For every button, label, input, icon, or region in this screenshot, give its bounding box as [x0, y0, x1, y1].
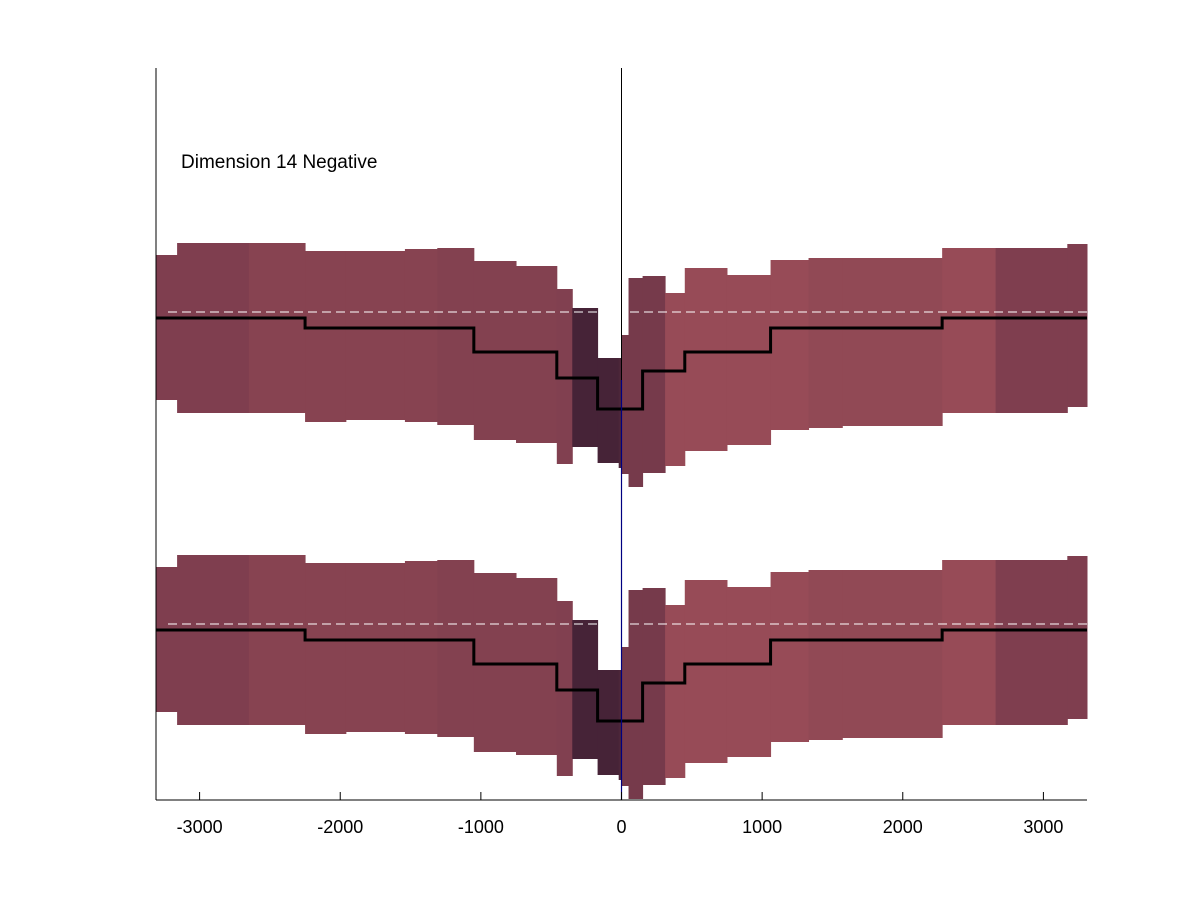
band-bin-2: [177, 243, 250, 413]
band-bin-16: [642, 276, 666, 473]
band-bin-25: [1067, 556, 1088, 719]
band-bin-13: [618, 358, 622, 468]
panel-1: [156, 243, 1088, 487]
band-bin-4: [305, 251, 347, 422]
band-bin-20: [770, 572, 810, 742]
median-step-line: [156, 316, 1087, 411]
band-bin-3: [248, 243, 306, 413]
band-bin-17: [665, 605, 686, 778]
x-tick-label: 1000: [742, 817, 782, 837]
band-bin-22: [842, 258, 943, 426]
panel-2: [156, 555, 1088, 799]
band-bin-7: [437, 248, 475, 425]
band-bin-2: [177, 555, 250, 725]
x-tick-label: 2000: [883, 817, 923, 837]
x-tick-label: 3000: [1023, 817, 1063, 837]
band-bin-15: [628, 278, 644, 487]
band-bin-13: [618, 670, 622, 780]
band-bin-17: [665, 293, 686, 466]
band-bin-6: [404, 561, 438, 734]
x-axis-ticks: -3000 -2000 -1000 0 1000 2000 3000: [177, 792, 1063, 837]
band-bin-3: [248, 555, 306, 725]
chart-annotation: Dimension 14 Negative: [181, 152, 377, 173]
band-bin-1: [156, 255, 178, 400]
band-bin-5: [345, 563, 406, 732]
band-bin-23: [942, 248, 997, 413]
x-tick-label: -3000: [177, 817, 223, 837]
band-bin-19: [726, 587, 772, 757]
band-bin-23: [942, 560, 997, 725]
band-bin-15: [628, 590, 644, 799]
chart-panels: [156, 243, 1088, 799]
band-bin-21: [808, 258, 843, 428]
band-bin-6: [404, 249, 438, 422]
band-bin-25: [1067, 244, 1088, 407]
band-bin-20: [770, 260, 810, 430]
band-bin-9: [516, 266, 558, 443]
x-tick-label: -2000: [317, 817, 363, 837]
band-bin-18: [684, 268, 728, 451]
band-bin-24: [995, 560, 1068, 725]
band-bin-7: [437, 560, 475, 737]
band-bin-16: [642, 588, 666, 785]
band-bin-22: [842, 570, 943, 738]
band-bin-19: [726, 275, 772, 445]
band-bin-21: [808, 570, 843, 740]
median-step-line: [156, 628, 1087, 723]
band-bin-9: [516, 578, 558, 755]
band-bin-4: [305, 563, 347, 734]
band-bin-1: [156, 567, 178, 712]
band-bin-14: [621, 335, 630, 474]
band-bin-24: [995, 248, 1068, 413]
band-bin-14: [621, 647, 630, 786]
band-bin-5: [345, 251, 406, 420]
x-tick-label: -1000: [458, 817, 504, 837]
band-bin-18: [684, 580, 728, 763]
x-tick-label: 0: [616, 817, 626, 837]
